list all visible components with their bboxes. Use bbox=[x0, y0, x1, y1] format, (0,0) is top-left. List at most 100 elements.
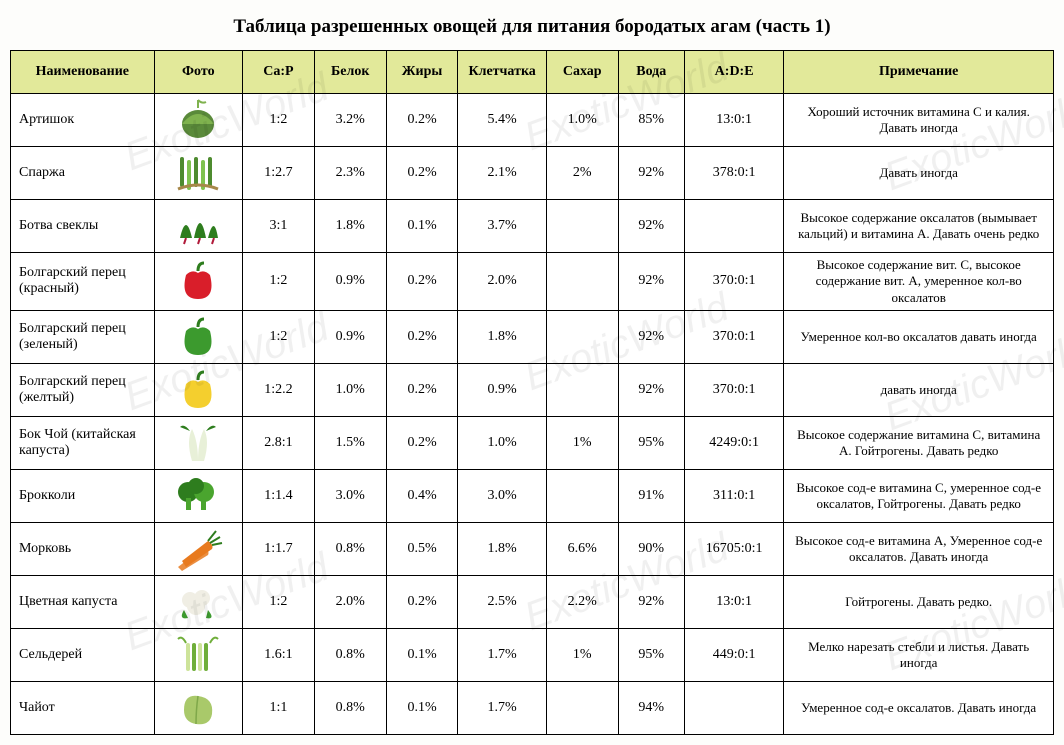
col-header: Жиры bbox=[386, 51, 458, 94]
cell-protein: 1.0% bbox=[314, 363, 386, 416]
asparagus-icon bbox=[168, 151, 228, 195]
cell-fat: 0.4% bbox=[386, 469, 458, 522]
cell-sugar bbox=[546, 310, 618, 363]
cell-fiber: 3.0% bbox=[458, 469, 546, 522]
cell-cap: 1:2 bbox=[243, 253, 315, 311]
cell-photo bbox=[154, 253, 242, 311]
cell-ade: 378:0:1 bbox=[684, 147, 783, 200]
cell-protein: 3.0% bbox=[314, 469, 386, 522]
cell-ade bbox=[684, 681, 783, 734]
cell-protein: 2.0% bbox=[314, 575, 386, 628]
cell-fat: 0.5% bbox=[386, 522, 458, 575]
cell-ade: 311:0:1 bbox=[684, 469, 783, 522]
cell-note: Высокое содержание вит. С, высокое содер… bbox=[784, 253, 1054, 311]
table-row: Болгарский перец (красный) 1:20.9%0.2%2.… bbox=[11, 253, 1054, 311]
cell-fiber: 2.5% bbox=[458, 575, 546, 628]
cell-photo bbox=[154, 200, 242, 253]
cell-sugar: 1% bbox=[546, 416, 618, 469]
cell-protein: 3.2% bbox=[314, 94, 386, 147]
table-row: Бок Чой (китайская капуста) 2.8:11.5%0.2… bbox=[11, 416, 1054, 469]
cell-water: 95% bbox=[618, 628, 684, 681]
cell-ade: 370:0:1 bbox=[684, 363, 783, 416]
cell-protein: 2.3% bbox=[314, 147, 386, 200]
cell-fat: 0.2% bbox=[386, 363, 458, 416]
cell-name: Брокколи bbox=[11, 469, 155, 522]
pepper-icon bbox=[168, 368, 228, 412]
cell-protein: 1.5% bbox=[314, 416, 386, 469]
cell-note: Гойтрогены. Давать редко. bbox=[784, 575, 1054, 628]
bokchoy-icon bbox=[168, 421, 228, 465]
cell-water: 90% bbox=[618, 522, 684, 575]
cell-cap: 1:1.4 bbox=[243, 469, 315, 522]
page-title: Таблица разрешенных овощей для питания б… bbox=[10, 16, 1054, 38]
cell-name: Болгарский перец (красный) bbox=[11, 253, 155, 311]
cell-photo bbox=[154, 681, 242, 734]
cell-fat: 0.2% bbox=[386, 253, 458, 311]
cell-ade: 13:0:1 bbox=[684, 94, 783, 147]
cell-water: 92% bbox=[618, 363, 684, 416]
cell-sugar bbox=[546, 681, 618, 734]
cell-sugar: 1% bbox=[546, 628, 618, 681]
col-header: Примечание bbox=[784, 51, 1054, 94]
cell-fiber: 5.4% bbox=[458, 94, 546, 147]
table-row: Болгарский перец (зеленый) 1:20.9%0.2%1.… bbox=[11, 310, 1054, 363]
cell-water: 85% bbox=[618, 94, 684, 147]
cell-water: 92% bbox=[618, 310, 684, 363]
cell-cap: 1:1 bbox=[243, 681, 315, 734]
cell-name: Спаржа bbox=[11, 147, 155, 200]
cell-cap: 1:1.7 bbox=[243, 522, 315, 575]
col-header: Белок bbox=[314, 51, 386, 94]
table-row: Спаржа1:2.72.3%0.2%2.1%2%92%378:0:1Дават… bbox=[11, 147, 1054, 200]
cell-ade: 4249:0:1 bbox=[684, 416, 783, 469]
cell-water: 94% bbox=[618, 681, 684, 734]
cell-sugar: 2.2% bbox=[546, 575, 618, 628]
cell-fat: 0.1% bbox=[386, 681, 458, 734]
table-header-row: НаименованиеФотоCa:PБелокЖирыКлетчаткаСа… bbox=[11, 51, 1054, 94]
table-row: Морковь 1:1.70.8%0.5%1.8%6.6%90%16705:0:… bbox=[11, 522, 1054, 575]
col-header: Сахар bbox=[546, 51, 618, 94]
cell-cap: 1:2 bbox=[243, 94, 315, 147]
cell-cap: 1:2 bbox=[243, 310, 315, 363]
cell-fiber: 1.7% bbox=[458, 681, 546, 734]
cell-sugar bbox=[546, 253, 618, 311]
cell-photo bbox=[154, 522, 242, 575]
cell-protein: 1.8% bbox=[314, 200, 386, 253]
cell-protein: 0.8% bbox=[314, 522, 386, 575]
col-header: Ca:P bbox=[243, 51, 315, 94]
cell-photo bbox=[154, 469, 242, 522]
cell-protein: 0.9% bbox=[314, 253, 386, 311]
cell-note: Хороший источник витамина С и калия. Дав… bbox=[784, 94, 1054, 147]
cell-sugar: 6.6% bbox=[546, 522, 618, 575]
table-row: Сельдерей1.6:10.8%0.1%1.7%1%95%449:0:1Ме… bbox=[11, 628, 1054, 681]
cell-note: Высокое сод-е витамина С, умеренное сод-… bbox=[784, 469, 1054, 522]
pepper-icon bbox=[168, 259, 228, 303]
cell-cap: 1.6:1 bbox=[243, 628, 315, 681]
cell-photo bbox=[154, 310, 242, 363]
cell-note: Высокое содержание витамина С, витамина … bbox=[784, 416, 1054, 469]
cell-photo bbox=[154, 147, 242, 200]
cell-ade: 449:0:1 bbox=[684, 628, 783, 681]
cell-water: 92% bbox=[618, 147, 684, 200]
table-row: Брокколи 1:1.43.0%0.4%3.0%91%311:0:1Высо… bbox=[11, 469, 1054, 522]
cell-sugar bbox=[546, 200, 618, 253]
cell-name: Артишок bbox=[11, 94, 155, 147]
beet-greens-icon bbox=[168, 204, 228, 248]
cell-photo bbox=[154, 94, 242, 147]
col-header: Клетчатка bbox=[458, 51, 546, 94]
cell-fat: 0.1% bbox=[386, 628, 458, 681]
col-header: Фото bbox=[154, 51, 242, 94]
pepper-icon bbox=[168, 315, 228, 359]
cell-note: Высокое сод-е витамина А, Умеренное сод-… bbox=[784, 522, 1054, 575]
cell-ade bbox=[684, 200, 783, 253]
cell-cap: 1:2.2 bbox=[243, 363, 315, 416]
cell-name: Болгарский перец (зеленый) bbox=[11, 310, 155, 363]
cell-fat: 0.2% bbox=[386, 575, 458, 628]
cell-fiber: 1.7% bbox=[458, 628, 546, 681]
cell-name: Чайот bbox=[11, 681, 155, 734]
cell-water: 92% bbox=[618, 575, 684, 628]
table-row: Артишок 1:23.2%0.2%5.4%1.0%85%13:0:1Хоро… bbox=[11, 94, 1054, 147]
artichoke-icon bbox=[168, 98, 228, 142]
cauliflower-icon bbox=[168, 580, 228, 624]
cell-protein: 0.9% bbox=[314, 310, 386, 363]
table-row: Ботва свеклы 3:11.8%0.1%3.7%92%Высокое с… bbox=[11, 200, 1054, 253]
